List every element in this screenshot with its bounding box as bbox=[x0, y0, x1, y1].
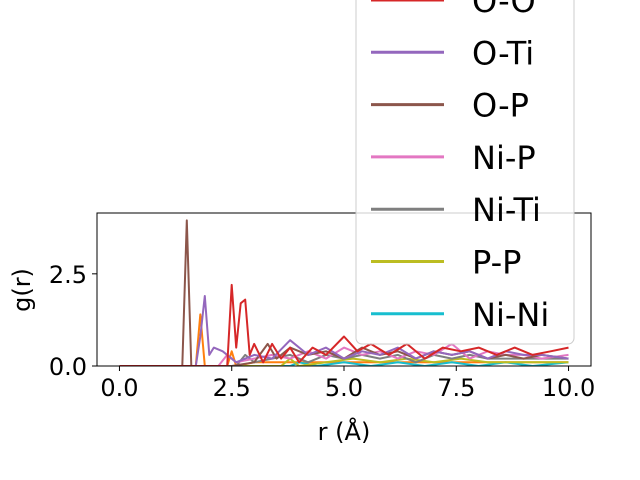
series-line-o-ti bbox=[119, 295, 569, 366]
x-tick-label: 10.0 bbox=[542, 374, 595, 402]
series-layer bbox=[119, 219, 569, 366]
y-tick-label: 2.5 bbox=[49, 261, 87, 289]
x-tick-label: 2.5 bbox=[213, 374, 251, 402]
legend-label-o-p: O-P bbox=[472, 87, 529, 125]
y-axis-ticks: 0.0 2.5 bbox=[49, 261, 97, 381]
series-line-p-p bbox=[119, 357, 569, 366]
legend-box bbox=[355, 0, 575, 345]
legend-label-ni-ti: Ni-Ti bbox=[472, 191, 541, 229]
legend-label-o-ti: O-Ti bbox=[472, 34, 534, 72]
legend-label-p-p: P-P bbox=[472, 244, 521, 282]
x-tick-label: 7.5 bbox=[437, 374, 475, 402]
x-axis-label: r (Å) bbox=[318, 417, 371, 446]
x-tick-label: 5.0 bbox=[325, 374, 363, 402]
x-tick-label: 0.0 bbox=[100, 374, 138, 402]
legend-label-ni-ni: Ni-Ni bbox=[472, 296, 549, 334]
legend-label-o-o: O-O bbox=[472, 0, 536, 20]
y-axis-label: g(r) bbox=[8, 268, 36, 312]
legend: O-O O-Ti O-P Ni-P Ni-Ti P-P Ni-Ni bbox=[355, 0, 575, 345]
y-tick-label: 0.0 bbox=[49, 353, 87, 381]
x-axis-ticks: 0.0 2.5 5.0 7.5 10.0 bbox=[100, 366, 595, 402]
series-line-ni-ti bbox=[119, 353, 569, 366]
series-line-o-o bbox=[119, 283, 569, 366]
legend-label-ni-p: Ni-P bbox=[472, 139, 536, 177]
